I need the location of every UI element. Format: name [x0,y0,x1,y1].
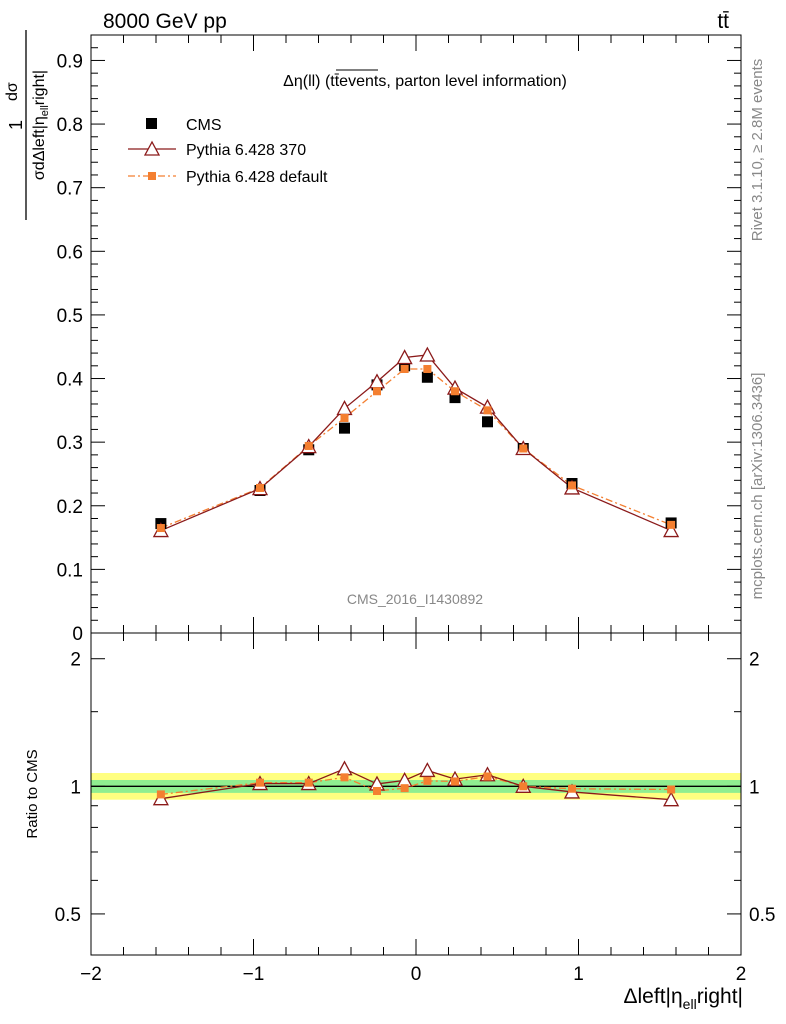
main-y-tick-label: 0 [72,624,83,645]
ratio-pythia-default-point [483,772,492,781]
ratio-y-tick-label: 0.5 [55,905,81,926]
ratio-bands [91,773,741,800]
pythia-default-point [304,441,313,450]
ratio-x-tick-label: 1 [573,964,584,985]
cms-point [482,416,493,428]
ratio-pythia-default-point [340,773,349,782]
pythia-370-point [663,522,680,538]
x-axis-label-text: Δleft|ηellright| [623,985,743,1012]
ratio-x-tick-label: 0 [411,964,422,985]
pythia-370-point [336,400,353,416]
legend-item-pythia-default: Pythia 6.428 default [128,169,328,186]
ratio-pythia-370-point [336,760,353,776]
legend-label-pythia-default: Pythia 6.428 default [186,169,328,186]
ratio-panel: 0.5 0.5 1 1 2 2 −2 −1 0 1 2 Ratio to CMS Δleft|ηel… [24,632,775,1012]
ratio-pythia-default-point [156,790,165,799]
main-y-tick-label: 0.3 [57,433,83,454]
main-y-axis-label: 1 dσ σdΔleft|ηellright| [4,30,51,220]
y-label-one: 1 [6,120,26,130]
legend-item-pythia-370: Pythia 6.428 370 [128,140,306,159]
ratio-y-tick-label-right: 2 [749,650,760,671]
pythia-default-point [483,406,492,415]
energy-label: 8000 GeV pp [103,10,227,33]
x-axis-label: Δleft|ηellright| [623,985,743,1012]
ratio-pythia-default-point [423,776,432,785]
main-y-tick-label: 0.9 [57,51,83,72]
legend-marker-pythia-default [148,172,156,180]
ratio-x-tick-label: −1 [243,964,265,985]
pythia-default-point [400,364,409,373]
ratio-data-marks [152,760,680,807]
main-y-tick-label: 0.8 [57,115,83,136]
mcplots-label: mcplots.cern.ch [arXiv:1306.3436] [749,373,766,600]
pythia-default-point [256,483,264,492]
ratio-y-tick-label: 1 [70,777,81,798]
y-label-dsigma: dσ [4,82,21,101]
main-y-tick-label: 0.5 [57,306,83,327]
ratio-pythia-370-point [663,791,680,807]
main-data-marks [152,346,680,538]
ratio-pythia-370-line [160,768,672,801]
ratio-y-axis-label: Ratio to CMS [24,749,41,838]
cms-point [449,392,461,404]
ratio-pythia-default-point [400,784,409,793]
main-title: Δη(ll) (tt̄events, parton level informat… [283,73,567,90]
legend-marker-cms [146,118,157,129]
ratio-pythia-default-point [568,784,576,793]
watermark: CMS_2016_I1430892 [347,591,483,607]
pythia-default-point [340,413,349,422]
process-label: tt̄ [717,10,729,33]
legend-label-cms: CMS [186,117,222,134]
ratio-y-tick-label-right: 1 [749,777,760,798]
ratio-pythia-default-point [519,782,528,791]
main-axis-ticks: 0 0.1 0.2 0.3 0.4 0.5 0.6 0.7 0.8 0.9 [57,35,742,645]
pythia-default-point [156,524,165,533]
legend: CMS Pythia 6.428 370 Pythia 6.428 defaul… [128,117,328,186]
ratio-pythia-default-point [304,778,313,787]
main-panel: 0 0.1 0.2 0.3 0.4 0.5 0.6 0.7 0.8 0.9 Δη(ll) (tt̄… [4,30,742,645]
ratio-pythia-default-point [256,778,264,787]
ratio-frame [90,632,742,956]
pythia-default-point [568,481,576,490]
ratio-pythia-370-point [419,762,436,778]
pythia-default-line [160,368,672,529]
cms-point [421,371,433,383]
ratio-pythia-default-point [373,786,381,795]
ratio-pythia-default-point [451,777,459,786]
ratio-axis-ticks: 0.5 0.5 1 1 2 2 −2 −1 0 1 2 [55,633,775,985]
ratio-y-tick-label-right: 0.5 [749,905,775,926]
main-y-tick-label: 0.4 [57,370,84,391]
pythia-370-point [419,346,436,362]
legend-item-cms: CMS [146,117,222,134]
main-y-tick-label: 0.1 [57,560,83,581]
ratio-x-tick-label: −2 [80,964,102,985]
y-label-denominator: σdΔleft|ηellright| [31,70,51,180]
ratio-x-tick-label: 2 [736,964,747,985]
ratio-pythia-default-point [667,785,676,794]
cms-point [339,422,350,434]
rivet-label: Rivet 3.1.10, ≥ 2.8M events [749,59,766,242]
main-y-tick-label: 0.7 [57,179,83,200]
legend-label-pythia-370: Pythia 6.428 370 [186,142,306,159]
main-y-tick-label: 0.2 [57,497,83,518]
pythia-default-point [423,364,432,373]
pythia-default-point [519,444,528,453]
pythia-370-line [160,354,672,532]
ratio-y-tick-label: 2 [70,650,81,671]
pythia-370-point [396,349,413,365]
main-y-tick-label: 0.6 [57,242,83,263]
pythia-default-point [451,387,459,396]
pythia-default-point [667,520,676,529]
pythia-default-point [373,387,381,396]
legend-marker-pythia-370 [143,140,161,156]
